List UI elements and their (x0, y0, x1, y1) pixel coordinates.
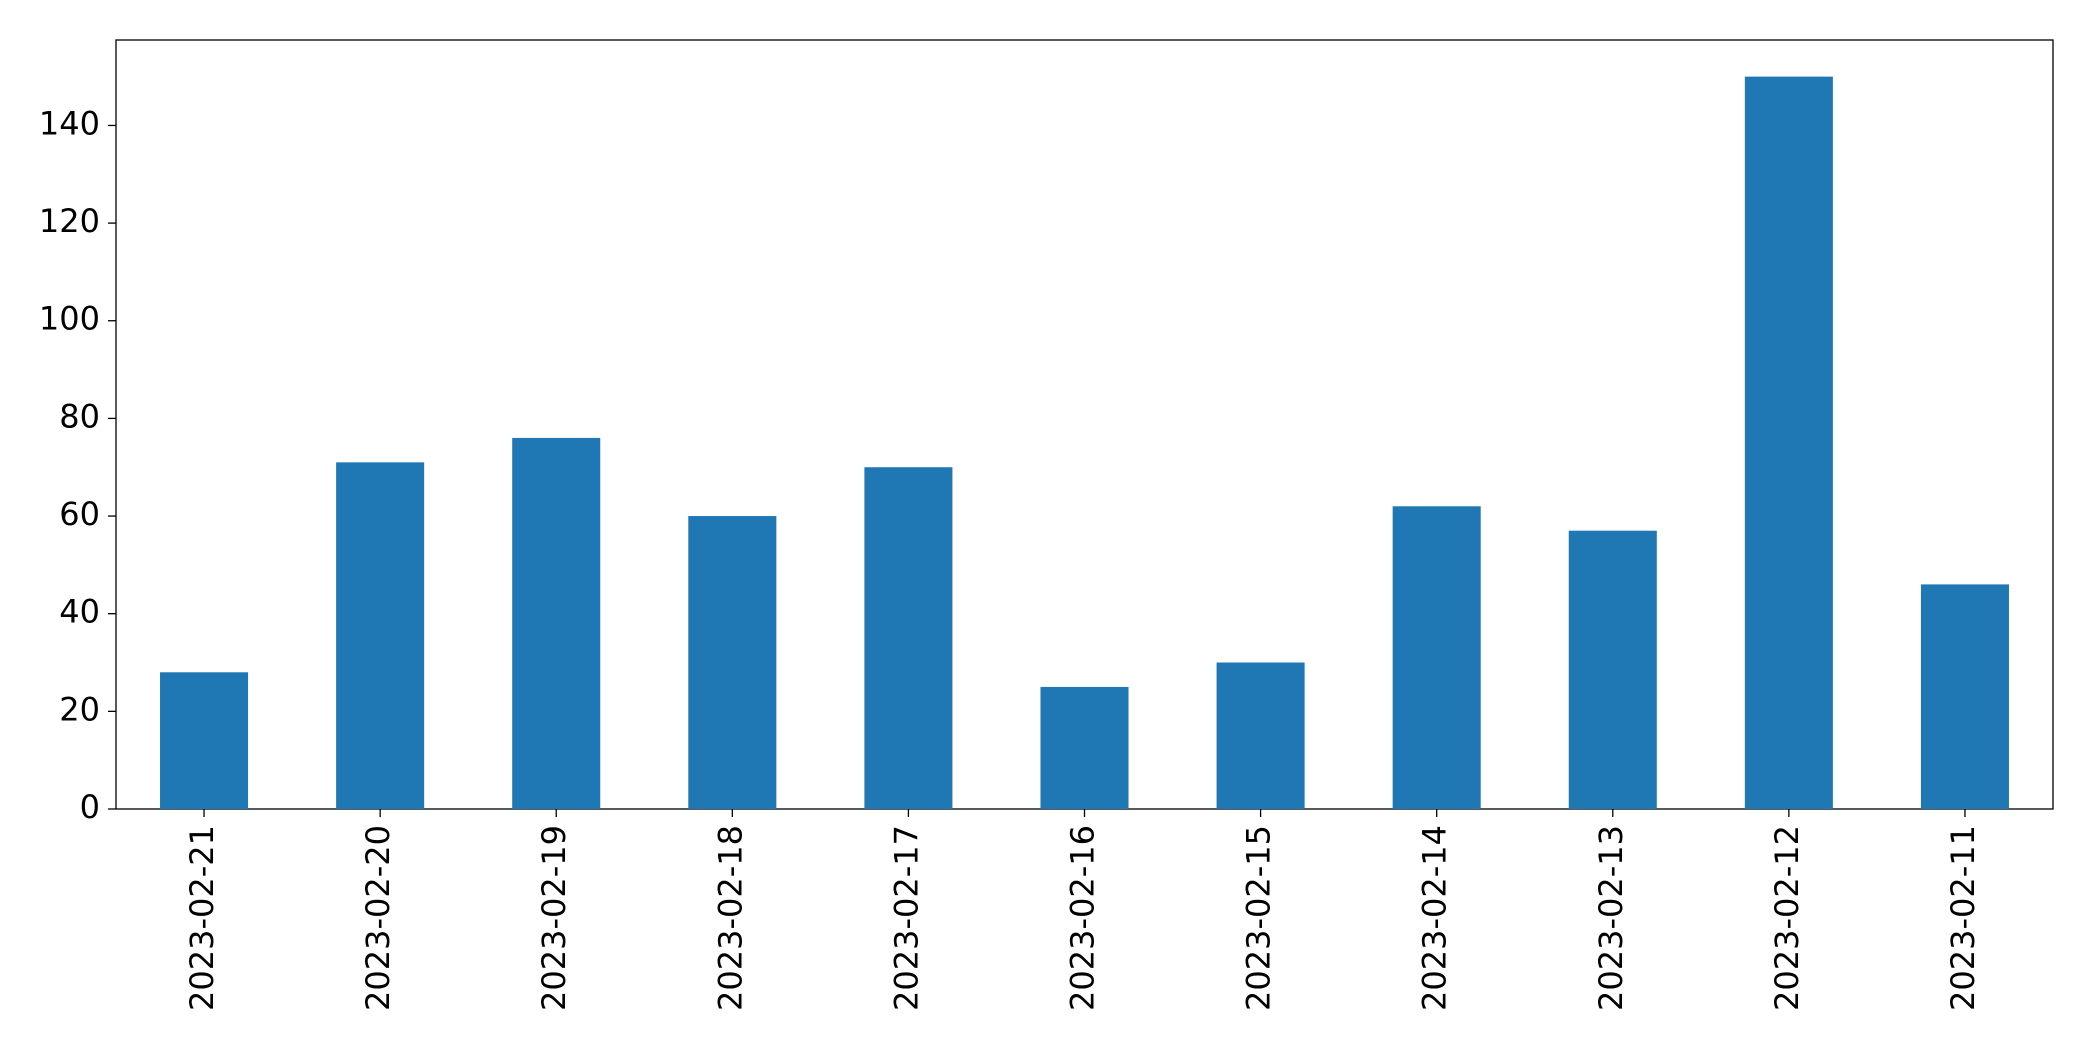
bar (160, 672, 249, 809)
x-tick-label: 2023-02-13 (1592, 825, 1630, 1011)
bar (864, 467, 953, 809)
bar (1744, 76, 1833, 810)
bar (1392, 506, 1481, 809)
y-tick-label: 60 (59, 495, 100, 533)
x-tick-label: 2023-02-21 (183, 825, 221, 1011)
x-tick-label: 2023-02-20 (359, 825, 397, 1011)
bar (1568, 530, 1657, 809)
x-tick-label: 2023-02-17 (887, 825, 925, 1011)
x-tick-label: 2023-02-12 (1768, 825, 1806, 1011)
x-tick-label: 2023-02-16 (1064, 825, 1102, 1011)
y-tick-label: 120 (39, 202, 100, 240)
bar (1216, 662, 1305, 809)
y-tick-label: 100 (39, 300, 100, 338)
bar (512, 437, 601, 809)
y-tick-label: 40 (59, 593, 100, 631)
bar (688, 516, 777, 809)
bar (1040, 686, 1129, 809)
y-tick-label: 20 (59, 690, 100, 728)
y-tick-label: 0 (80, 788, 100, 826)
x-tick-label: 2023-02-14 (1416, 825, 1454, 1011)
y-tick-label: 80 (59, 397, 100, 435)
x-tick-label: 2023-02-19 (535, 825, 573, 1011)
x-tick-label: 2023-02-11 (1944, 825, 1982, 1011)
x-tick-label: 2023-02-15 (1240, 825, 1278, 1011)
bar (1920, 584, 2009, 809)
bar (336, 462, 425, 809)
x-tick-label: 2023-02-18 (711, 825, 749, 1011)
y-tick-label: 140 (39, 104, 100, 142)
